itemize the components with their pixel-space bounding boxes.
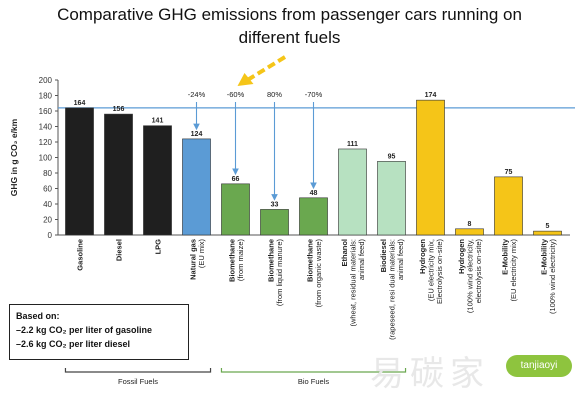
watermark-badge: tanjiaoyi bbox=[506, 355, 572, 377]
bar bbox=[221, 183, 250, 236]
category-label: Hydrogen (100% wind electricity, electroly… bbox=[457, 238, 483, 313]
category-label: Ethanol (wheat, residual materials: animal… bbox=[340, 239, 366, 327]
category-label-line: Biodiesel bbox=[379, 239, 388, 272]
basis-line-gasoline: –2.2 kg CO₂ per liter of gasoline bbox=[16, 325, 153, 335]
category-label: Biomethane (from organic waste) bbox=[305, 239, 323, 308]
bar-value-label: 95 bbox=[388, 153, 396, 160]
bar-value-label: 8 bbox=[468, 221, 472, 228]
bar bbox=[65, 107, 94, 236]
category-label: E-Mobility (EU electricity mix) bbox=[500, 238, 518, 301]
percent-label: 80% bbox=[267, 90, 282, 99]
category-label-line: animal feed) bbox=[357, 239, 366, 281]
bar bbox=[299, 197, 328, 236]
chart-title-line2: different fuels bbox=[238, 28, 341, 47]
category-label: Biomethane (from liquid manure) bbox=[266, 239, 284, 307]
bar-value-label: 111 bbox=[347, 141, 358, 148]
y-tick-label: 80 bbox=[43, 169, 52, 178]
bar-value-label: 5 bbox=[546, 223, 550, 230]
percent-label: -70% bbox=[305, 90, 323, 99]
category-label: LPG bbox=[154, 239, 163, 255]
bar bbox=[455, 228, 484, 236]
category-label-line: (EU mix) bbox=[197, 239, 206, 269]
category-label-line: Diesel bbox=[115, 239, 124, 261]
category-label-line: E-Mobility bbox=[539, 238, 548, 275]
bar-value-label: 124 bbox=[191, 131, 203, 138]
category-label: Biomethane (from maize) bbox=[227, 239, 245, 282]
y-tick-label: 180 bbox=[39, 92, 53, 101]
category-label-line: Natural gas bbox=[188, 239, 197, 280]
category-label-line: Biomethane bbox=[227, 239, 236, 282]
category-label-line: Electrolysis on-site) bbox=[435, 239, 444, 305]
chart-title-line1: Comparative GHG emissions from passenger… bbox=[57, 5, 522, 24]
bar-value-label: 66 bbox=[232, 176, 240, 183]
y-tick-label: 140 bbox=[39, 123, 53, 132]
group-bracket bbox=[220, 368, 407, 373]
watermark-text: 易碳家 bbox=[370, 354, 490, 394]
bar-value-label: 156 bbox=[113, 106, 125, 113]
category-label-line: Biomethane bbox=[305, 239, 314, 282]
category-label: Biodiesel (rapeseed, resi dual materials:… bbox=[379, 239, 405, 340]
category-label-line: (EU electricity mix, bbox=[427, 239, 436, 301]
highlight-arrow bbox=[237, 55, 287, 86]
category-label-line: electrolysis on-site) bbox=[474, 238, 483, 303]
bar bbox=[494, 176, 523, 236]
category-label-line: (rapeseed, resi dual materials: bbox=[388, 239, 397, 340]
category-label: Diesel bbox=[115, 239, 124, 261]
category-label-line: LPG bbox=[154, 239, 163, 255]
group-label: Bio Fuels bbox=[298, 377, 330, 386]
y-tick-label: 20 bbox=[43, 216, 52, 225]
basis-box: Based on: –2.2 kg CO₂ per liter of gasol… bbox=[9, 304, 189, 360]
bar-value-label: 48 bbox=[310, 190, 318, 197]
y-axis-label: GHG in g CO₂ e/km bbox=[9, 118, 19, 196]
bar bbox=[143, 125, 172, 236]
group-label: Fossil Fuels bbox=[118, 377, 158, 386]
category-label-line: (100% wind electricity) bbox=[548, 239, 557, 315]
bar bbox=[533, 230, 562, 236]
bar bbox=[416, 99, 445, 236]
category-label-line: (100% wind electricity, bbox=[466, 239, 475, 313]
basis-line-diesel: –2.6 kg CO₂ per liter diesel bbox=[16, 339, 131, 349]
bar-value-label: 75 bbox=[505, 169, 513, 176]
y-tick-label: 60 bbox=[43, 185, 52, 194]
bar bbox=[338, 148, 367, 236]
category-label-line: (from organic waste) bbox=[314, 239, 323, 308]
category-label: Hydrogen (EU electricity mix, Electrolysis… bbox=[418, 239, 444, 305]
bar bbox=[182, 138, 211, 236]
category-label-line: Ethanol bbox=[340, 239, 349, 267]
category-label-line: E-Mobility bbox=[500, 238, 509, 275]
category-label-line: Hydrogen bbox=[457, 239, 466, 274]
category-label-line: (from liquid manure) bbox=[275, 239, 284, 307]
group-bracket bbox=[64, 368, 212, 373]
y-tick-label: 100 bbox=[39, 154, 53, 163]
category-label-line: animal feed) bbox=[396, 239, 405, 281]
category-label: Gasoline bbox=[76, 239, 85, 271]
bar-value-label: 141 bbox=[152, 118, 164, 125]
percent-label: -24% bbox=[188, 90, 206, 99]
y-tick-label: 120 bbox=[39, 138, 53, 147]
category-label-line: Biomethane bbox=[266, 239, 275, 282]
bar bbox=[377, 161, 406, 236]
category-label-line: (EU electricity mix) bbox=[509, 239, 518, 302]
bar bbox=[260, 209, 289, 236]
category-label: Natural gas (EU mix) bbox=[188, 239, 206, 280]
bar-value-label: 174 bbox=[425, 92, 437, 99]
category-label-line: Gasoline bbox=[76, 239, 85, 271]
bar-value-label: 164 bbox=[74, 100, 86, 107]
category-label: E-Mobility (100% wind electricity) bbox=[539, 238, 557, 314]
category-label-line: (from maize) bbox=[236, 239, 245, 282]
bar bbox=[104, 113, 133, 236]
bar-value-label: 33 bbox=[271, 201, 279, 208]
category-label-line: (wheat, residual materials: bbox=[349, 239, 358, 327]
basis-heading: Based on: bbox=[16, 311, 60, 321]
percent-label: -60% bbox=[227, 90, 245, 99]
category-label-line: Hydrogen bbox=[418, 239, 427, 274]
y-tick-label: 0 bbox=[48, 231, 53, 240]
y-tick-label: 160 bbox=[39, 107, 53, 116]
y-tick-label: 200 bbox=[39, 76, 53, 85]
y-tick-label: 40 bbox=[43, 200, 52, 209]
